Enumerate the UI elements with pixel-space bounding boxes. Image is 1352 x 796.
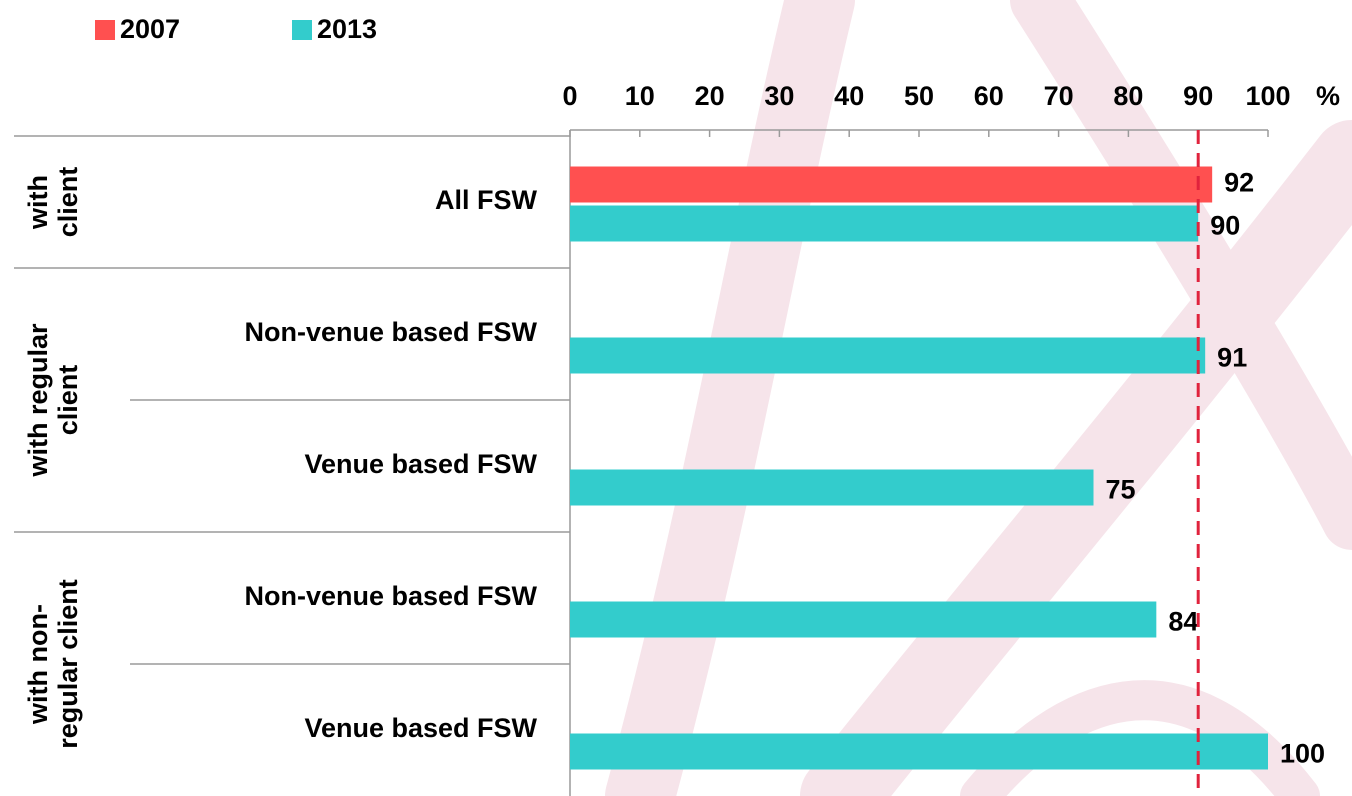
value-label: 90 bbox=[1210, 211, 1240, 241]
x-tick-label: 0 bbox=[562, 81, 577, 111]
group-label: with bbox=[23, 175, 53, 230]
x-unit: % bbox=[1316, 81, 1340, 111]
x-tick-label: 90 bbox=[1183, 81, 1213, 111]
chart: 200720130102030405060708090100%withclien… bbox=[0, 0, 1352, 796]
group-label: with regular bbox=[23, 323, 53, 478]
legend-label: 2013 bbox=[317, 14, 377, 44]
x-tick-label: 10 bbox=[625, 81, 655, 111]
x-tick-label: 60 bbox=[974, 81, 1004, 111]
bar bbox=[570, 206, 1198, 242]
category-label: Venue based FSW bbox=[304, 713, 537, 743]
category-label: All FSW bbox=[435, 185, 538, 215]
value-label: 100 bbox=[1280, 739, 1325, 769]
x-tick-label: 50 bbox=[904, 81, 934, 111]
value-label: 75 bbox=[1106, 475, 1136, 505]
x-tick-label: 20 bbox=[695, 81, 725, 111]
category-label: Non-venue based FSW bbox=[244, 317, 537, 347]
legend-swatch bbox=[292, 20, 312, 40]
background-ribbon bbox=[640, 0, 1352, 796]
x-tick-label: 100 bbox=[1245, 81, 1290, 111]
x-tick-label: 40 bbox=[834, 81, 864, 111]
bar bbox=[570, 338, 1205, 374]
category-label: Venue based FSW bbox=[304, 449, 537, 479]
value-label: 91 bbox=[1217, 343, 1247, 373]
group-label: client bbox=[53, 167, 83, 238]
group-label: regular client bbox=[53, 579, 83, 749]
x-tick-label: 30 bbox=[764, 81, 794, 111]
x-tick-label: 70 bbox=[1044, 81, 1074, 111]
group-label: with non- bbox=[23, 604, 53, 725]
bar bbox=[570, 470, 1094, 506]
x-tick-label: 80 bbox=[1113, 81, 1143, 111]
bar bbox=[570, 734, 1268, 770]
value-label: 84 bbox=[1168, 607, 1198, 637]
bar bbox=[570, 167, 1212, 203]
legend-swatch bbox=[95, 20, 115, 40]
legend-label: 2007 bbox=[120, 14, 180, 44]
group-label: client bbox=[53, 365, 83, 436]
value-label: 92 bbox=[1224, 168, 1254, 198]
bar bbox=[570, 602, 1156, 638]
category-label: Non-venue based FSW bbox=[244, 581, 537, 611]
